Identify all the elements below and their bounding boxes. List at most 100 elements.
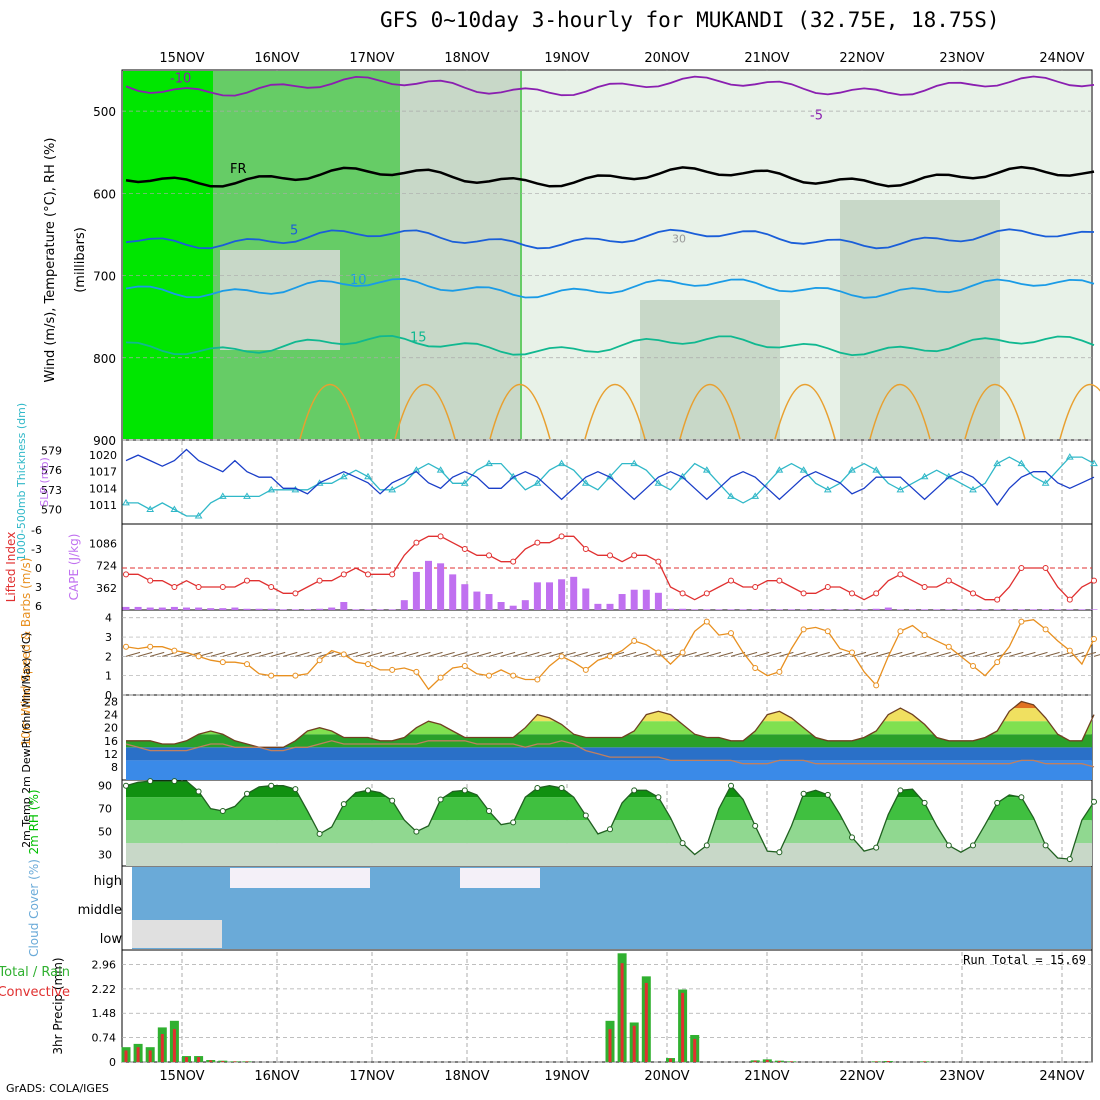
slp-panel: 1020 1017 1014 1011 579 576 573 570 1000-500mb T…	[15, 403, 1098, 561]
thickness-line-point	[630, 459, 639, 467]
cape-bar	[521, 600, 529, 610]
y-tick-precip: 1.48	[92, 1007, 117, 1020]
x-tick-bottom: 18NOV	[444, 1069, 489, 1084]
wind-speed-line-point	[292, 672, 299, 679]
rh-line-point	[510, 819, 517, 826]
cape-bar	[570, 576, 578, 610]
wind-speed-line-point	[510, 672, 517, 679]
cape-bar	[340, 602, 348, 610]
thickness-line-point	[557, 459, 566, 467]
precip-conv-bar	[172, 1029, 176, 1062]
rh-line-point	[244, 790, 250, 797]
wind-speed-line-point	[316, 657, 323, 664]
lifted-index-line-point	[268, 584, 275, 590]
y-tick-thickness: 576	[41, 464, 62, 477]
wind-barb	[125, 651, 141, 657]
lifted-index-line-point	[582, 546, 589, 552]
x-tick-bottom: 24NOV	[1039, 1069, 1084, 1084]
y-tick-li: -6	[31, 524, 42, 537]
y-tick-cloud: high	[94, 874, 122, 889]
panel-frame-li	[121, 523, 1093, 611]
cape-bar	[872, 608, 880, 610]
temp-band	[126, 747, 1092, 761]
cape-bar	[703, 609, 711, 610]
rh-line-point	[558, 785, 565, 792]
cape-bar	[267, 608, 275, 610]
lifted-index-line-point	[655, 558, 662, 565]
wind-barb	[367, 651, 383, 657]
rh-line-point	[147, 778, 154, 785]
precip-conv-bar	[886, 1061, 890, 1062]
cape-bar	[400, 600, 408, 610]
cape-bar	[1005, 609, 1013, 610]
cape-bar	[364, 609, 372, 610]
precip-conv-bar	[221, 1061, 225, 1062]
precip-conv-bar	[765, 1060, 769, 1062]
wind-speed-line-point	[607, 653, 613, 660]
cape-bar	[582, 588, 590, 610]
thickness-line-point	[654, 479, 663, 486]
lifted-index-line-point	[873, 590, 880, 597]
lifted-index-line-point	[123, 571, 129, 578]
wind-barb	[876, 651, 891, 657]
thickness-line-point	[243, 492, 251, 499]
temp-band	[126, 721, 1092, 735]
wind-speed-line-point	[147, 643, 154, 650]
lifted-index-line-point	[631, 552, 638, 559]
wind-speed-line-point	[655, 649, 662, 656]
rh-line-point	[123, 782, 129, 789]
lifted-index-line-point	[1042, 565, 1049, 571]
cape-bar	[473, 591, 481, 610]
y-tick-thickness: 573	[41, 484, 62, 497]
x-tick-top: 21NOV	[744, 51, 789, 66]
cape-bar	[207, 608, 215, 610]
wind-speed-line-point	[461, 663, 468, 670]
wind-speed-line-point	[703, 618, 710, 625]
rh-line-point	[728, 782, 734, 789]
thickness-line-point	[388, 485, 397, 493]
wind-barb	[863, 651, 879, 657]
x-tick-bottom: 17NOV	[349, 1069, 394, 1084]
rh-line-point	[486, 807, 492, 814]
lifted-index-line-point	[970, 590, 976, 597]
wind-barb	[404, 651, 419, 657]
thickness-line-point	[218, 492, 227, 499]
lifted-index-line-point	[389, 571, 396, 578]
wind-speed-line-point	[752, 664, 759, 671]
temp-line	[126, 700, 1095, 748]
x-tick-top: 17NOV	[349, 51, 394, 66]
wind-barb	[948, 651, 963, 657]
cape-bar	[461, 584, 469, 610]
cloud-gap	[230, 868, 370, 888]
wind-barb	[488, 651, 504, 657]
temp-band	[126, 701, 1092, 709]
wind-barb	[452, 651, 467, 657]
thickness-line-point	[751, 492, 760, 499]
lifted-index-line-point	[1091, 577, 1097, 584]
cape-bar	[836, 609, 844, 610]
precip-conv-bar	[669, 1058, 672, 1062]
contour-label: 5	[290, 224, 298, 239]
warm-contour	[584, 383, 646, 440]
y-tick-slp: 1020	[89, 449, 117, 462]
precip-conv-bar	[148, 1050, 152, 1062]
rh-line-point	[1018, 794, 1025, 801]
y-tick-temp: 24	[104, 709, 118, 722]
warm-contour	[394, 383, 456, 440]
rh-line-point	[219, 807, 226, 814]
x-tick-bottom: 16NOV	[254, 1069, 299, 1084]
y-tick-cape: 1086	[89, 537, 117, 550]
thickness-line-point	[339, 472, 348, 480]
wind-barb	[912, 651, 927, 657]
rh-band	[126, 797, 1092, 821]
wind-barb	[355, 651, 371, 657]
upper-axis-title: Wind (m/s), Temperature (°C), RH (%)	[43, 138, 58, 383]
panel-frame-wind	[121, 609, 1093, 696]
y-tick-li: -3	[31, 543, 42, 556]
lifted-panel: -6 -3 0 3 6 1086 724 362 Lifted Index CAPE (J/kg)	[4, 524, 1098, 613]
x-tick-top: 15NOV	[159, 51, 204, 66]
warm-contour	[964, 383, 1026, 440]
thickness-line-point	[799, 466, 808, 473]
rh-area-saturated	[123, 71, 213, 439]
